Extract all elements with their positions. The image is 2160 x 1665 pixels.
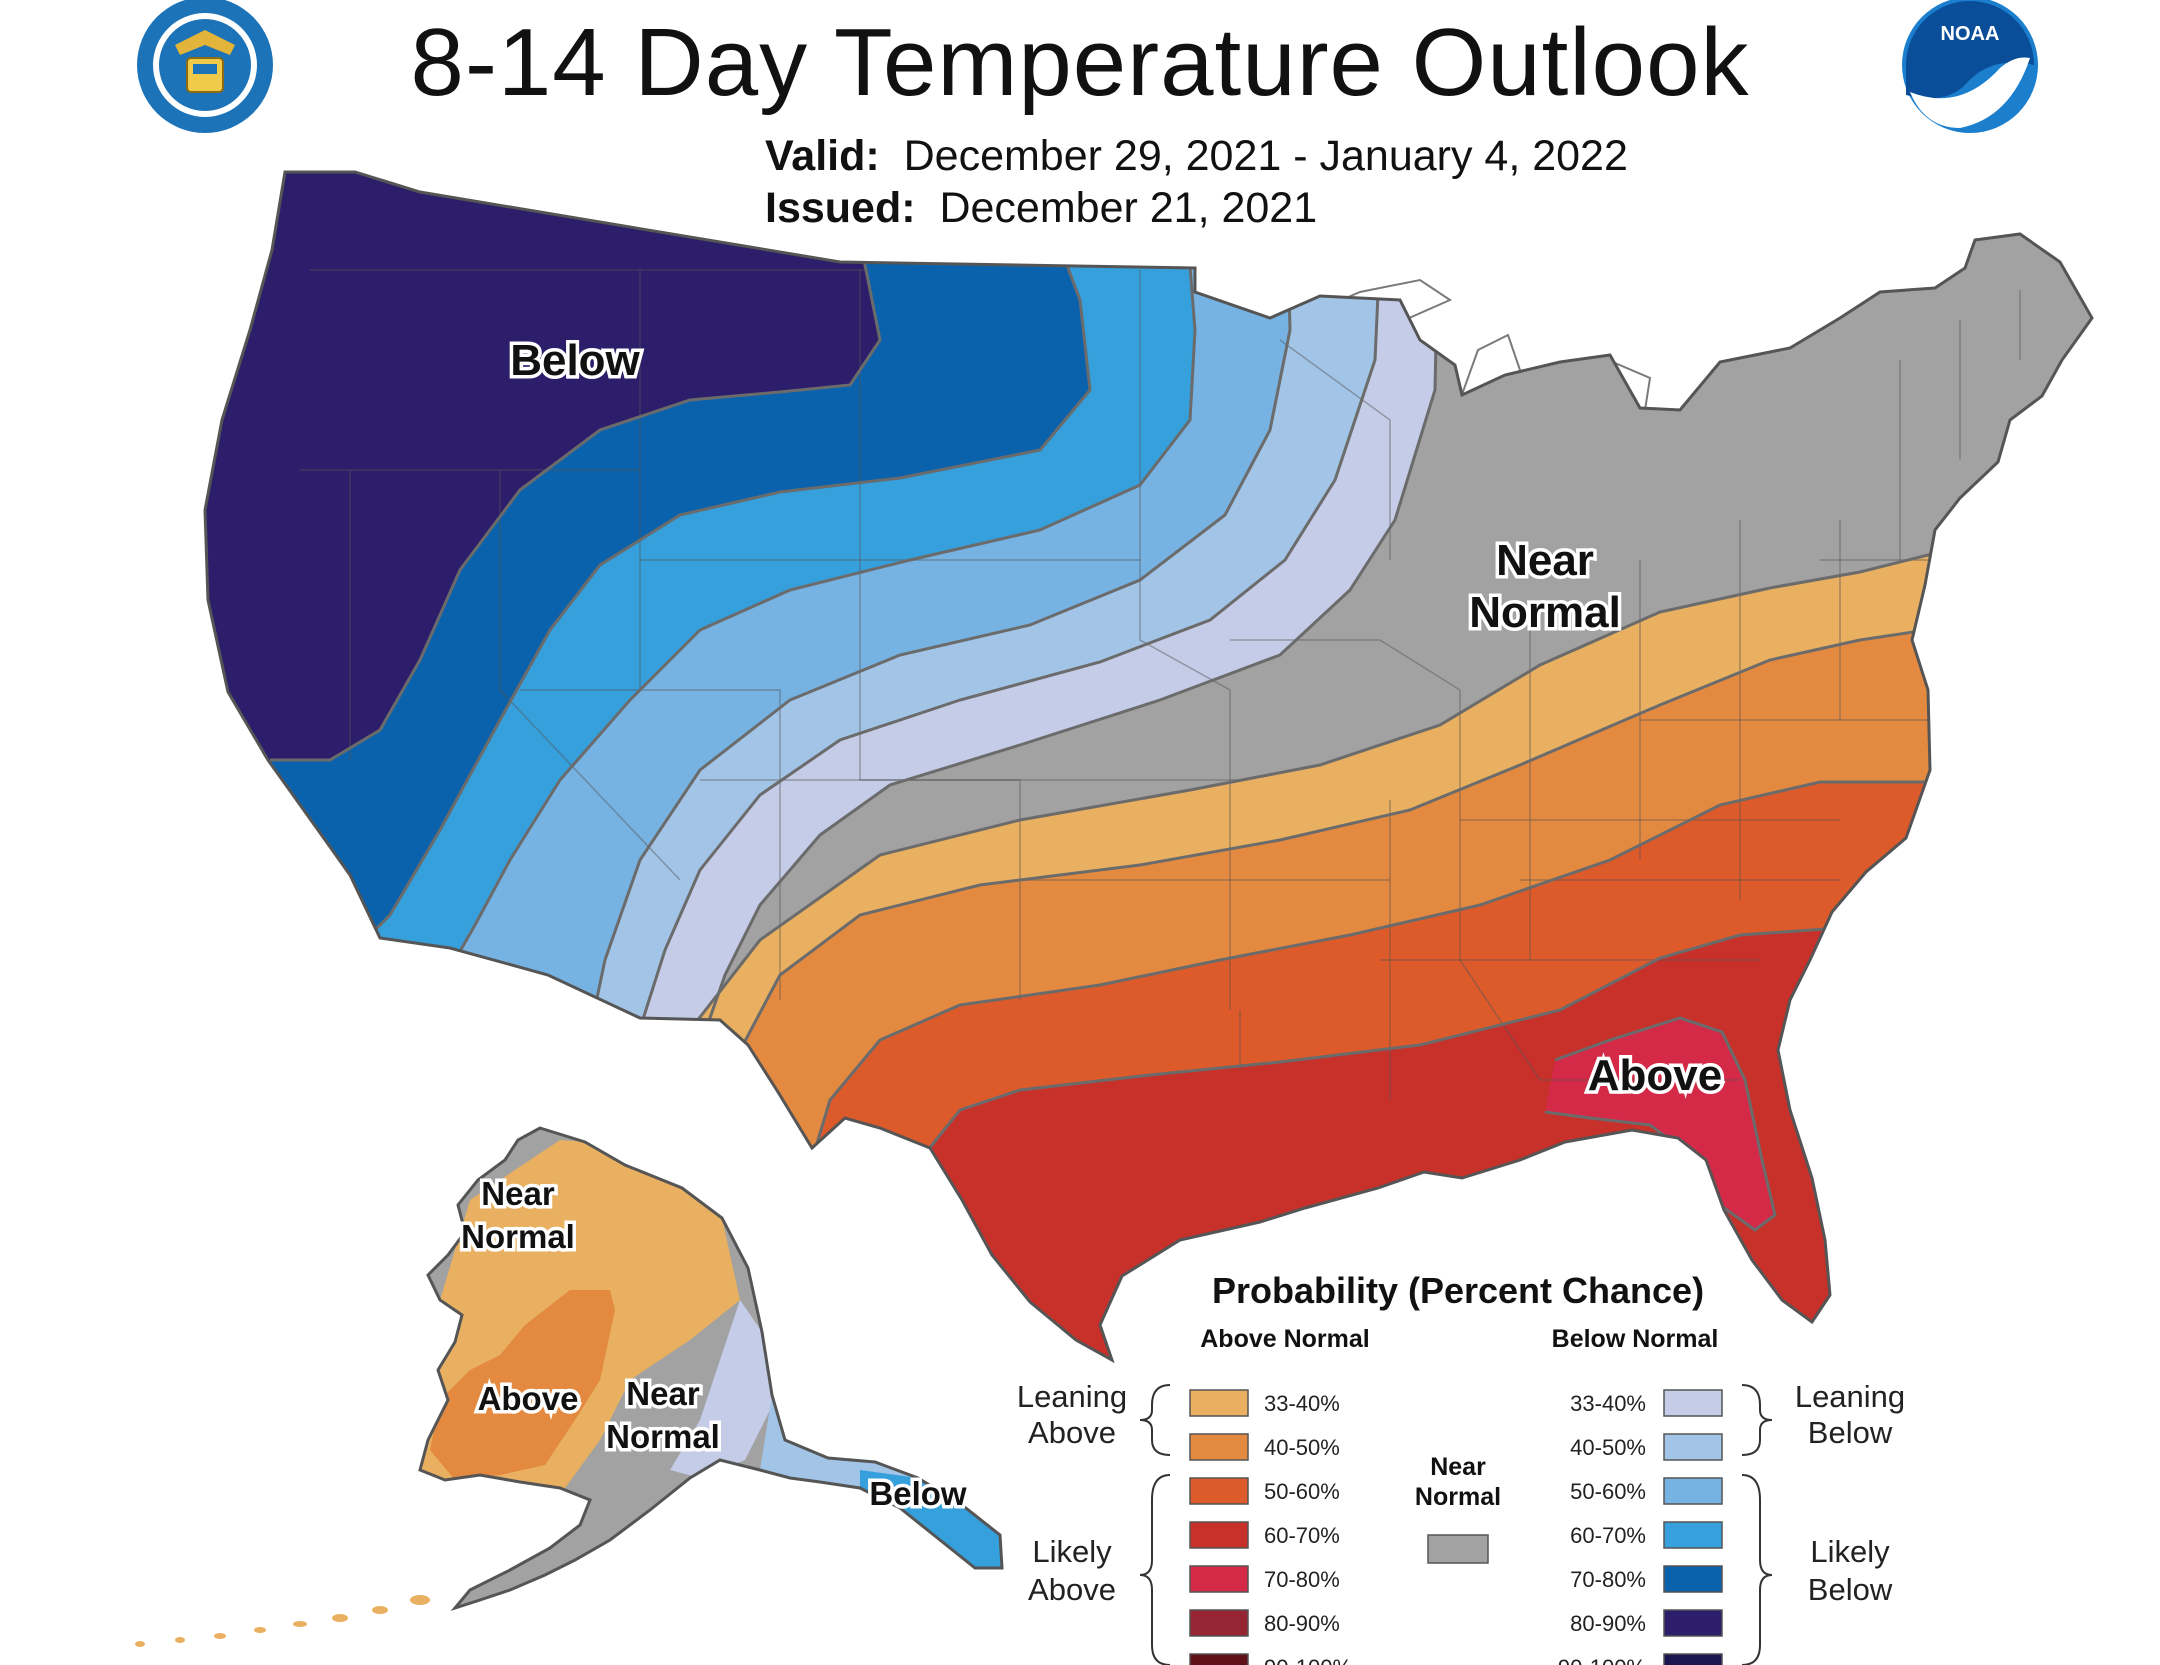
- legend-above-swatch: [1189, 1609, 1249, 1637]
- map-labels: Below Near Normal Above Near Normal Abov…: [458, 333, 1726, 1516]
- ak-below-60-70-region: [860, 1470, 1002, 1570]
- legend-near-2: Normal: [1415, 1483, 1501, 1511]
- legend-below-swatch: [1663, 1565, 1723, 1593]
- legend-above-header: Above Normal: [1200, 1325, 1369, 1353]
- legend-below-header: Below Normal: [1552, 1325, 1719, 1353]
- ak-above-40-50-region: [430, 1290, 615, 1480]
- noaa-logo-text: NOAA: [1941, 23, 2000, 45]
- page-title: 8-14 Day Temperature Outlook: [410, 9, 1750, 116]
- legend-below-label: 90-100%: [1558, 1655, 1646, 1665]
- valid-label: Valid:: [765, 132, 880, 180]
- label-ak-near-nw-1: Near: [481, 1175, 555, 1212]
- contour-lines: [270, 172, 2092, 1251]
- legend-above-label: 90-100%: [1264, 1655, 1352, 1665]
- legend-above-label: 70-80%: [1264, 1567, 1340, 1592]
- label-near-normal-1: Near: [1496, 536, 1594, 585]
- label-above: Above: [1588, 1051, 1722, 1100]
- below-80-90-region: [205, 172, 880, 760]
- label-ak-near-se-2: Normal: [606, 1418, 720, 1455]
- legend-below-swatch: [1663, 1433, 1723, 1461]
- legend-near-swatch: [1427, 1534, 1489, 1564]
- state-boundaries: [300, 269, 2021, 1100]
- legend-below-label: 80-90%: [1570, 1611, 1646, 1636]
- legend-leaning-above-1: Leaning: [1017, 1379, 1127, 1414]
- legend-likely-above-2: Above: [1028, 1572, 1116, 1607]
- issued-date: December 21, 2021: [939, 184, 1318, 232]
- aleutian-islands: [135, 1595, 430, 1647]
- legend-below-label: 70-80%: [1570, 1567, 1646, 1592]
- legend-below-label: 60-70%: [1570, 1523, 1646, 1548]
- legend-below-swatches: 33-40% 40-50% 50-60% 60-70% 70-80% 80-90% 90-1…: [1558, 1389, 1723, 1665]
- legend: Probability (Percent Chance) Above Norma…: [1017, 1270, 1905, 1665]
- legend-above-label: 60-70%: [1264, 1523, 1340, 1548]
- legend-above-swatch: [1189, 1477, 1249, 1505]
- legend-near-1: Near: [1430, 1453, 1486, 1481]
- legend-below-swatch: [1663, 1653, 1723, 1665]
- ak-below-33-40-region: [670, 1300, 775, 1478]
- legend-below-label: 50-60%: [1570, 1479, 1646, 1504]
- legend-leaning-below-2: Below: [1808, 1415, 1893, 1450]
- legend-title: Probability (Percent Chance): [1212, 1270, 1704, 1311]
- legend-below-swatch: [1663, 1521, 1723, 1549]
- legend-leaning-above-2: Above: [1028, 1415, 1116, 1450]
- valid-dates: December 29, 2021 - January 4, 2022: [903, 132, 1628, 180]
- label-near-normal-2: Normal: [1469, 588, 1621, 637]
- legend-above-label: 33-40%: [1264, 1391, 1340, 1416]
- legend-above-swatch: [1189, 1389, 1249, 1417]
- issued-label: Issued:: [765, 184, 916, 232]
- legend-below-label: 33-40%: [1570, 1391, 1646, 1416]
- label-ak-above: Above: [478, 1380, 579, 1417]
- legend-above-swatch: [1189, 1653, 1249, 1665]
- label-below: Below: [510, 336, 640, 385]
- legend-braces: [1139, 1384, 1773, 1665]
- legend-likely-below-1: Likely: [1810, 1534, 1890, 1569]
- legend-below-swatch: [1663, 1609, 1723, 1637]
- legend-above-label: 40-50%: [1264, 1435, 1340, 1460]
- noaa-logo-icon: NOAA: [1902, 0, 2038, 133]
- date-block: Valid: December 29, 2021 - January 4, 20…: [765, 130, 1628, 234]
- legend-leaning-below-1: Leaning: [1795, 1379, 1905, 1414]
- label-ak-below: Below: [869, 1475, 967, 1512]
- above-70-80-region: [1545, 1018, 1775, 1230]
- legend-likely-below-2: Below: [1808, 1572, 1893, 1607]
- legend-likely-above-1: Likely: [1032, 1534, 1112, 1569]
- legend-below-label: 40-50%: [1570, 1435, 1646, 1460]
- label-ak-near-nw-2: Normal: [461, 1218, 575, 1255]
- legend-below-swatch: [1663, 1389, 1723, 1417]
- legend-above-swatches: 33-40% 40-50% 50-60% 60-70% 70-80% 80-90% 90-1…: [1189, 1389, 1352, 1665]
- label-ak-near-se-1: Near: [626, 1375, 700, 1412]
- legend-above-label: 80-90%: [1264, 1611, 1340, 1636]
- legend-above-label: 50-60%: [1264, 1479, 1340, 1504]
- legend-above-swatch: [1189, 1521, 1249, 1549]
- legend-below-swatch: [1663, 1477, 1723, 1505]
- legend-above-swatch: [1189, 1433, 1249, 1461]
- legend-above-swatch: [1189, 1565, 1249, 1593]
- conus-map: [205, 172, 2092, 1360]
- doc-seal-icon: [137, 0, 273, 133]
